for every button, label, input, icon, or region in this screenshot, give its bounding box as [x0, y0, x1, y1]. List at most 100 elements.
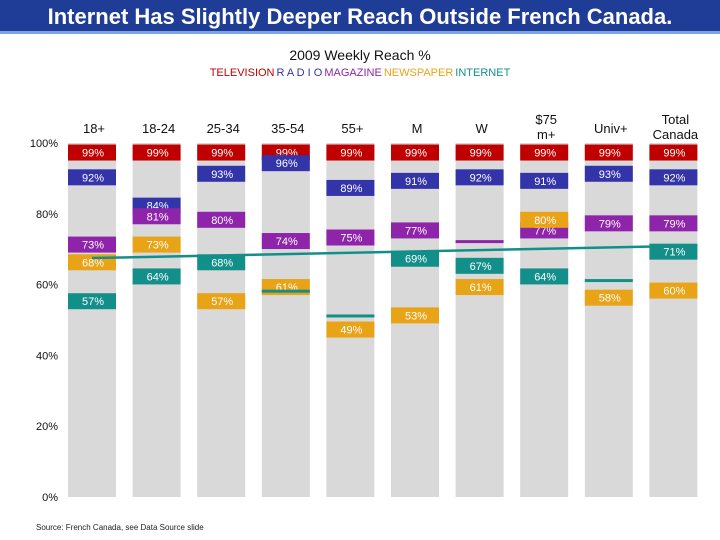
bar-internet — [520, 268, 569, 285]
data-label-radio: 92% — [470, 172, 492, 184]
bar-television — [455, 144, 504, 161]
data-label-magazine: 73% — [82, 240, 104, 252]
data-label-newspaper: 60% — [663, 286, 685, 298]
bar-newspaper — [520, 211, 569, 228]
data-label-radio: 96% — [276, 158, 298, 170]
bar-internet — [455, 257, 504, 274]
bar-internet — [197, 254, 246, 271]
bar-magazine — [326, 229, 375, 246]
bar-television — [584, 144, 633, 161]
data-label-television: 99% — [663, 148, 685, 160]
bar-radio — [197, 165, 246, 182]
category-label: 25-34 — [207, 121, 240, 136]
data-label-radio: 91% — [405, 176, 427, 188]
category-label: 18+ — [83, 121, 105, 136]
bar-internet — [649, 243, 698, 260]
bar-background — [520, 143, 569, 497]
chart-title: Internet Has Slightly Deeper Reach Outsi… — [47, 4, 673, 29]
data-label-newspaper: 73% — [147, 240, 169, 252]
category-label: 18-24 — [142, 121, 175, 136]
legend-item-internet: INTERNET — [455, 67, 511, 79]
data-label-radio: 93% — [211, 169, 233, 181]
bar-background — [455, 143, 504, 497]
bar-television — [520, 144, 569, 161]
bar-background — [68, 143, 116, 497]
bar-internet — [132, 268, 181, 285]
y-tick-label: 60% — [36, 280, 58, 292]
data-label-newspaper: 68% — [82, 257, 104, 269]
bar-television — [68, 144, 116, 161]
bar-radio — [455, 169, 504, 186]
bar-newspaper — [326, 321, 375, 338]
data-label-magazine: 77% — [534, 225, 556, 237]
bar-background — [261, 143, 310, 497]
legend: TELEVISION R A D I O MAGAZINE NEWSPAPER INTE… — [0, 67, 720, 79]
data-label-magazine: 74% — [276, 236, 298, 248]
bar-magazine — [132, 208, 181, 225]
data-label-television: 99% — [340, 148, 362, 160]
bar-internet — [261, 289, 310, 293]
data-label-newspaper: 57% — [211, 296, 233, 308]
title-bar: Internet Has Slightly Deeper Reach Outsi… — [0, 0, 720, 34]
bar-internet — [391, 250, 439, 267]
bar-internet — [68, 293, 116, 310]
legend-item-radio: R A D I O — [276, 67, 323, 79]
bar-magazine — [455, 240, 504, 244]
data-label-magazine: 79% — [663, 218, 685, 230]
y-tick-label: 20% — [36, 421, 58, 433]
bar-background — [132, 143, 181, 497]
data-label-radio: 91% — [534, 176, 556, 188]
legend-item-magazine: MAGAZINE — [324, 67, 382, 79]
legend-item-television: TELEVISION — [209, 67, 275, 79]
bar-television — [649, 144, 698, 161]
data-label-internet: 57% — [82, 296, 104, 308]
bar-radio — [261, 155, 310, 172]
data-label-internet: 64% — [147, 271, 169, 283]
data-label-television: 99% — [470, 148, 492, 160]
internet-trend-line — [91, 244, 698, 260]
data-label-television: 99% — [147, 148, 169, 160]
category-label: W — [475, 121, 488, 136]
data-label-radio: 92% — [663, 172, 685, 184]
y-tick-label: 80% — [36, 209, 58, 221]
y-tick-label: 40% — [36, 350, 58, 362]
bar-background — [649, 143, 698, 497]
data-label-newspaper: 61% — [470, 282, 492, 294]
legend-item-newspaper: NEWSPAPER — [383, 67, 454, 79]
data-label-newspaper: 80% — [534, 215, 556, 227]
bar-radio — [649, 169, 698, 186]
bar-television — [132, 144, 181, 161]
bar-radio — [326, 179, 375, 196]
bar-newspaper — [455, 279, 504, 296]
data-label-magazine: 79% — [599, 218, 621, 230]
bar-magazine — [261, 233, 310, 250]
bar-magazine — [197, 211, 246, 228]
bar-newspaper — [132, 236, 181, 253]
bar-radio — [584, 165, 633, 182]
bar-background — [197, 143, 246, 497]
data-label-newspaper: 58% — [599, 293, 621, 305]
bar-background — [584, 143, 633, 497]
data-label-newspaper: 49% — [340, 325, 362, 337]
data-label-radio: 92% — [82, 172, 104, 184]
bar-newspaper — [584, 289, 633, 306]
category-label: M — [412, 121, 423, 136]
bar-internet — [584, 279, 633, 283]
bar-newspaper — [391, 307, 439, 324]
bar-background — [326, 143, 375, 497]
data-label-magazine: 75% — [340, 233, 362, 245]
data-label-internet: 69% — [405, 254, 427, 266]
bar-internet — [326, 314, 375, 318]
data-label-magazine: 81% — [147, 211, 169, 223]
data-label-television: 99% — [599, 148, 621, 160]
chart-subtitle: 2009 Weekly Reach % — [289, 47, 431, 63]
bar-television — [391, 144, 439, 161]
category-label: 35-54 — [271, 121, 304, 136]
category-label: 55+ — [341, 121, 363, 136]
data-label-television: 99% — [405, 148, 427, 160]
bar-magazine — [68, 236, 116, 253]
bar-radio — [68, 169, 116, 186]
data-label-internet: 64% — [534, 271, 556, 283]
data-label-radio: 89% — [340, 183, 362, 195]
data-label-internet: 71% — [663, 247, 685, 259]
